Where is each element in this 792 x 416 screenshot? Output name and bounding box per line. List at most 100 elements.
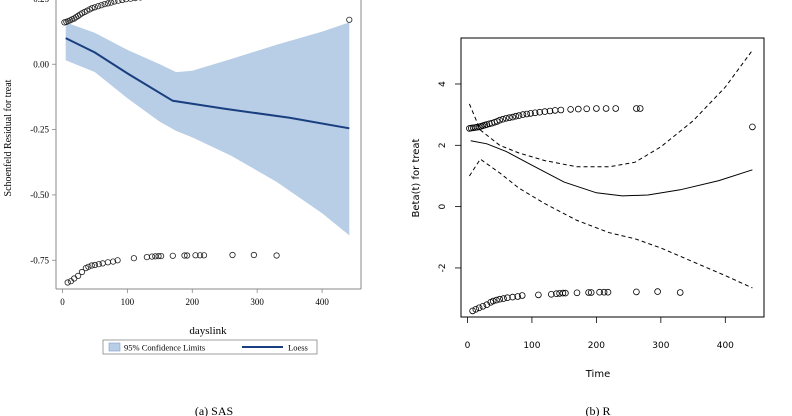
sas-residual-point [89, 5, 96, 12]
sas-residual-point [119, 0, 126, 4]
r-residual-point [472, 305, 480, 313]
sas-residual-point [85, 263, 92, 270]
r-residual-point [515, 112, 523, 119]
r-residual-point [749, 123, 756, 131]
sas-legend: 95% Confidence Limits Loess [102, 339, 318, 355]
r-residual-point [519, 111, 527, 118]
r-residual-point [633, 288, 640, 296]
r-x-tick-label: 400 [717, 341, 734, 351]
r-x-axis: 0 100 200 300 400 [465, 317, 734, 351]
r-residual-point [574, 105, 582, 113]
sas-residual-point [273, 252, 280, 259]
sas-residual-point [192, 252, 199, 259]
r-residual-point [536, 108, 543, 116]
r-x-tick-label: 300 [652, 341, 669, 351]
sas-residual-point [114, 257, 121, 264]
sas-y-tick-label: -0.50 [30, 190, 49, 200]
r-residual-point [593, 105, 600, 112]
sas-legend-band-label: 95% Confidence Limits [124, 343, 205, 353]
r-residual-point [573, 289, 581, 297]
r-residual-point [676, 289, 684, 296]
r-residual-point [531, 109, 539, 117]
r-y-axis-label: Beta(t) for treat [411, 138, 422, 217]
sas-x-axis: 0 100 200 300 400 [60, 289, 329, 307]
sas-residual-point [95, 3, 102, 10]
r-lower-bound-line [468, 158, 753, 289]
sas-x-tick-label: 100 [121, 297, 135, 307]
r-residual-point [553, 290, 560, 298]
sas-x-tick-label: 400 [315, 297, 329, 307]
r-residual-point [546, 107, 554, 115]
r-residual-point [567, 106, 574, 113]
r-y-tick-label: 2 [438, 142, 448, 148]
sas-residual-point [250, 251, 257, 259]
r-points-layer [466, 105, 756, 315]
sas-chart: 0.25 0.00 -0.25 -0.50 -0.75 0 100 200 300 400 da… [3, 0, 362, 416]
sas-residual-point [127, 0, 134, 2]
sas-residual-point [184, 252, 191, 259]
r-x-tick-label: 0 [465, 341, 471, 351]
sas-residual-point [91, 4, 99, 11]
r-residual-point [523, 110, 531, 118]
r-residual-point [559, 289, 567, 297]
r-residual-point [469, 307, 476, 315]
r-residual-point [600, 288, 608, 296]
r-residual-point [493, 296, 500, 304]
sas-x-tick-label: 200 [186, 297, 200, 307]
r-y-tick-label: 0 [438, 203, 448, 209]
sas-residual-point [346, 16, 353, 23]
sas-y-tick-label: -0.75 [30, 255, 49, 265]
sas-residual-point [158, 253, 165, 260]
sas-residual-point [197, 252, 204, 259]
sas-residual-point [123, 0, 130, 3]
sas-residual-point [98, 2, 105, 9]
sas-legend-line-label: Loess [288, 343, 308, 353]
r-residual-point [512, 112, 520, 120]
r-x-tick-label: 200 [588, 341, 605, 351]
r-residual-point [499, 115, 507, 123]
sas-line-layer [65, 37, 350, 130]
r-residual-point [496, 116, 504, 124]
r-beta-smooth-line [470, 140, 753, 197]
sas-y-tick-label: -0.25 [30, 125, 49, 135]
sas-residual-point [130, 255, 137, 262]
r-residual-point [633, 105, 640, 112]
sas-residual-point [78, 268, 86, 276]
r-residual-point [602, 105, 610, 112]
sas-residual-point [110, 258, 117, 265]
sas-caption: (a) SAS [195, 404, 233, 416]
sas-residual-point [104, 0, 112, 7]
sas-residual-point [104, 259, 112, 266]
r-x-axis-label: Time [585, 369, 610, 380]
r-x-tick-label: 100 [523, 341, 540, 351]
r-residual-point [489, 297, 497, 305]
r-residual-point [541, 108, 549, 115]
r-residual-point [496, 295, 504, 303]
r-residual-point [587, 289, 595, 296]
r-residual-point [557, 106, 565, 114]
sas-residual-point [99, 260, 106, 267]
sas-legend-box [102, 339, 318, 355]
sas-x-tick-label: 0 [60, 297, 65, 307]
sas-y-tick-label: 0.25 [33, 0, 49, 4]
sas-loess-line [65, 37, 350, 130]
r-chart: -2 0 2 4 0 100 200 300 400 Time Beta(t) for tre… [411, 37, 765, 416]
sas-residual-point [88, 262, 95, 269]
sas-points-layer [61, 0, 353, 286]
sas-legend-band-swatch [108, 342, 121, 352]
r-residual-point [654, 288, 661, 295]
sas-residual-point [108, 0, 115, 6]
r-upper-bound-line [468, 50, 753, 168]
sas-residual-point [111, 0, 118, 5]
r-residual-point [636, 105, 644, 112]
sas-residual-point [169, 252, 176, 259]
r-y-tick-label: 4 [438, 81, 448, 87]
r-residual-point [509, 293, 516, 301]
sas-residual-point [91, 261, 99, 269]
r-residual-point [504, 294, 511, 302]
r-residual-point [483, 121, 491, 128]
r-residual-point [596, 288, 603, 296]
sas-x-tick-label: 300 [250, 297, 264, 307]
r-residual-point [475, 304, 483, 312]
